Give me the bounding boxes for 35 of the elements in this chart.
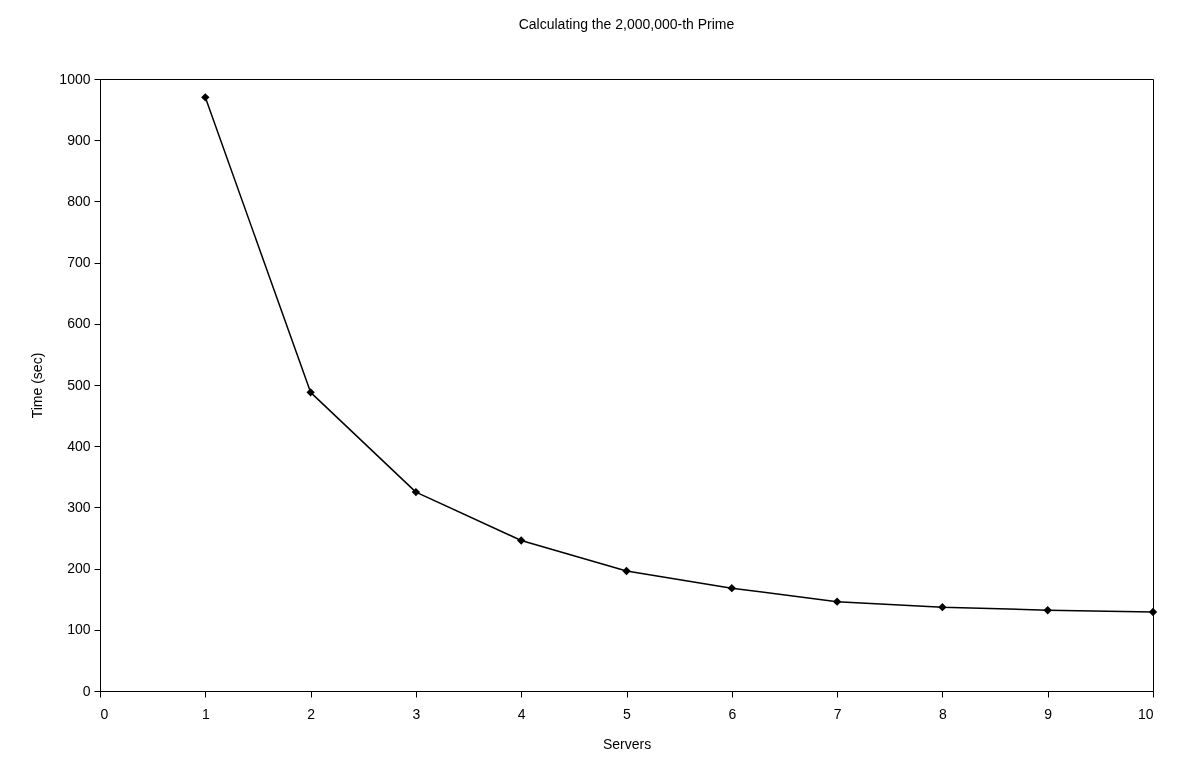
x-tick-label: 10 — [1137, 705, 1154, 722]
x-tick-label: 8 — [939, 705, 947, 722]
y-tick-label: 400 — [67, 437, 91, 454]
x-tick-label: 5 — [623, 705, 632, 722]
point — [832, 597, 842, 606]
y-axis-title: Time (sec) — [29, 352, 46, 419]
chart-title: Calculating the 2,000,000-th Prime — [518, 16, 735, 32]
point — [727, 584, 736, 593]
y-tick-label: 0 — [82, 682, 91, 699]
x-tick-label: 3 — [412, 705, 421, 722]
x-tick-label: 1 — [201, 705, 210, 722]
point — [1148, 607, 1158, 617]
x-tick-label: 9 — [1044, 705, 1053, 722]
point — [201, 93, 210, 102]
point — [938, 602, 947, 612]
x-axis-title: Servers — [602, 735, 652, 752]
point — [306, 388, 315, 397]
y-tick-label: 900 — [67, 131, 91, 148]
y-tick-label: 700 — [67, 254, 91, 271]
y-tick-label: 1000 — [59, 70, 91, 87]
y-tick-label: 500 — [67, 376, 91, 393]
y-tick-label: 100 — [67, 621, 91, 638]
x-tick-label: 4 — [517, 705, 526, 722]
x-tick-label: 7 — [833, 705, 842, 722]
y-tick-label: 600 — [67, 315, 91, 332]
point — [517, 536, 526, 545]
point — [622, 566, 631, 576]
x-tick-label: 6 — [728, 705, 737, 722]
x-tick-label: 0 — [100, 705, 109, 722]
x-tick-label: 2 — [307, 705, 316, 722]
y-tick-label: 200 — [67, 560, 91, 577]
point — [1043, 606, 1052, 615]
y-tick-label: 300 — [67, 498, 91, 515]
y-tick-label: 800 — [67, 192, 91, 209]
point — [411, 487, 421, 497]
